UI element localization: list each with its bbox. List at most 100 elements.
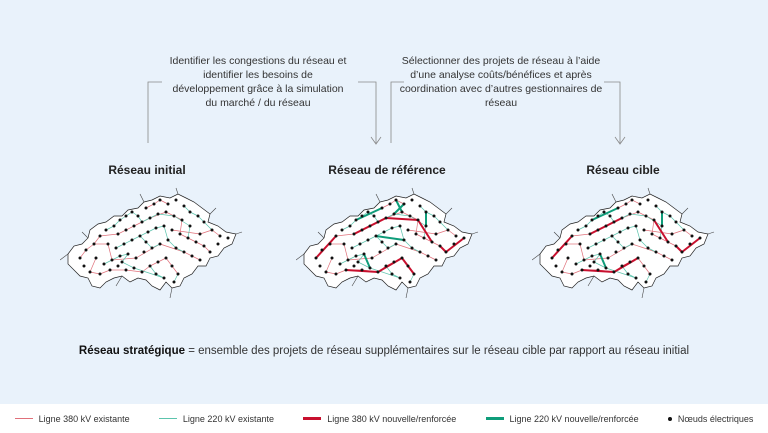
electrical-node bbox=[408, 214, 412, 218]
line-220kv-existing bbox=[403, 239, 413, 249]
electrical-node bbox=[186, 236, 190, 240]
electrical-node bbox=[690, 234, 694, 238]
electrical-node bbox=[170, 228, 174, 232]
border-connection bbox=[81, 231, 89, 239]
electrical-node bbox=[174, 198, 178, 202]
thick-red-line-icon bbox=[303, 417, 322, 420]
border-connection bbox=[139, 193, 145, 203]
electrical-node bbox=[430, 240, 434, 244]
electrical-node bbox=[110, 258, 114, 262]
electrical-node bbox=[126, 252, 130, 256]
electrical-node bbox=[646, 198, 650, 202]
electrical-node bbox=[606, 256, 610, 260]
electrical-node bbox=[208, 250, 212, 254]
line-220kv-existing bbox=[439, 221, 449, 231]
electrical-node bbox=[594, 242, 598, 246]
line-380kv-new bbox=[385, 217, 419, 221]
line-380kv-existing bbox=[407, 229, 437, 235]
electrical-node bbox=[164, 210, 168, 214]
line-380kv-existing bbox=[643, 265, 651, 275]
electrical-node bbox=[166, 202, 170, 206]
electrical-node bbox=[384, 264, 388, 268]
line-220kv-existing bbox=[163, 225, 169, 241]
electrical-node bbox=[328, 242, 332, 246]
electrical-node bbox=[682, 228, 686, 232]
electrical-node bbox=[376, 270, 380, 274]
electrical-node bbox=[366, 238, 370, 242]
electrical-node bbox=[434, 258, 438, 262]
line-380kv-existing bbox=[211, 229, 221, 237]
line-380kv-existing bbox=[79, 249, 87, 259]
diagram: Identifier les congestions du réseau et … bbox=[0, 55, 768, 357]
annotation-left: Identifier les congestions du réseau et … bbox=[169, 55, 347, 109]
line-380kv-existing bbox=[643, 229, 673, 235]
electrical-node bbox=[400, 256, 404, 260]
electrical-node bbox=[698, 236, 702, 240]
electrical-node bbox=[358, 242, 362, 246]
electrical-node bbox=[144, 206, 148, 210]
electrical-node bbox=[382, 230, 386, 234]
map-title-target: Réseau cible bbox=[586, 163, 660, 177]
electrical-node bbox=[426, 254, 430, 258]
border-connection bbox=[235, 231, 243, 235]
legend-item-220-existing: Ligne 220 kV existante bbox=[158, 414, 274, 424]
border-connection bbox=[681, 207, 689, 215]
electrical-node bbox=[368, 266, 372, 270]
line-220kv-existing bbox=[149, 265, 157, 275]
arrow-left-head bbox=[370, 136, 382, 145]
electrical-node bbox=[636, 256, 640, 260]
line-380kv-existing bbox=[165, 257, 173, 267]
line-380kv-existing bbox=[171, 265, 179, 275]
line-380kv-existing bbox=[631, 243, 657, 253]
electrical-node bbox=[124, 214, 128, 218]
electrical-node bbox=[636, 210, 640, 214]
electrical-node bbox=[616, 240, 620, 244]
electrical-node bbox=[604, 266, 608, 270]
line-220kv-new bbox=[393, 203, 405, 215]
electrical-node bbox=[560, 270, 564, 274]
electrical-node bbox=[438, 220, 442, 224]
electrical-node bbox=[588, 232, 592, 236]
electrical-node bbox=[438, 244, 442, 248]
thick-teal-line-icon bbox=[485, 417, 504, 420]
electrical-node bbox=[108, 268, 112, 272]
electrical-node bbox=[344, 268, 348, 272]
electrical-node bbox=[626, 272, 630, 276]
electrical-node bbox=[432, 214, 436, 218]
map-target bbox=[532, 187, 715, 299]
electrical-node bbox=[408, 280, 412, 284]
electrical-node bbox=[630, 198, 634, 202]
electrical-node bbox=[662, 254, 666, 258]
electrical-node bbox=[668, 214, 672, 218]
border-connection bbox=[209, 207, 217, 215]
legend: Ligne 380 kV existante Ligne 220 kV exis… bbox=[0, 404, 768, 433]
electrical-node bbox=[406, 264, 410, 268]
electrical-node bbox=[324, 270, 328, 274]
line-380kv-existing bbox=[435, 229, 449, 235]
electrical-node bbox=[194, 240, 198, 244]
electrical-node bbox=[602, 210, 606, 214]
electrical-node bbox=[666, 240, 670, 244]
electrical-node bbox=[156, 212, 160, 216]
electrical-node bbox=[638, 238, 642, 242]
arrow-left-connector bbox=[147, 81, 162, 143]
line-380kv-existing bbox=[395, 243, 421, 253]
electrical-node bbox=[166, 238, 170, 242]
electrical-node bbox=[378, 250, 382, 254]
line-380kv-new bbox=[315, 235, 337, 259]
legend-label: Nœuds électriques bbox=[677, 413, 754, 424]
electrical-node bbox=[390, 226, 394, 230]
electrical-node bbox=[654, 250, 658, 254]
electrical-node bbox=[354, 218, 358, 222]
electrical-node bbox=[596, 214, 600, 218]
electrical-node bbox=[334, 272, 338, 276]
line-380kv-existing bbox=[89, 271, 101, 275]
electrical-node bbox=[388, 202, 392, 206]
line-220kv-existing bbox=[369, 267, 401, 279]
map-outline bbox=[67, 193, 237, 291]
electrical-node bbox=[142, 250, 146, 254]
electrical-node bbox=[596, 268, 600, 272]
border-connection bbox=[296, 253, 305, 261]
line-220kv-existing bbox=[675, 221, 685, 231]
strategic-network-statement: Réseau stratégique = ensemble des projet… bbox=[0, 345, 768, 357]
